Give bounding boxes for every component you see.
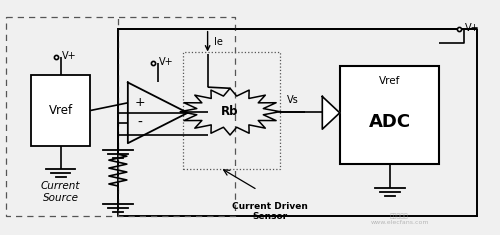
- Text: Vs: Vs: [286, 95, 298, 105]
- Text: V+: V+: [466, 23, 480, 33]
- Polygon shape: [322, 97, 340, 129]
- Text: 电子发烧网
www.elecfans.com: 电子发烧网 www.elecfans.com: [370, 214, 429, 225]
- Text: V+: V+: [62, 51, 76, 61]
- Bar: [182, 52, 280, 169]
- Text: Current
Source: Current Source: [41, 181, 80, 203]
- Text: +: +: [135, 96, 145, 109]
- Bar: [340, 66, 440, 164]
- Text: V+: V+: [159, 57, 174, 67]
- Bar: [30, 75, 90, 145]
- Text: Vref: Vref: [379, 76, 400, 86]
- Text: Rb: Rb: [222, 105, 239, 118]
- Text: Ie: Ie: [214, 37, 223, 47]
- Text: Current Driven
Sensor: Current Driven Sensor: [232, 202, 308, 221]
- Text: ADC: ADC: [368, 113, 410, 131]
- Text: Vref: Vref: [48, 104, 72, 117]
- Text: -: -: [138, 116, 142, 130]
